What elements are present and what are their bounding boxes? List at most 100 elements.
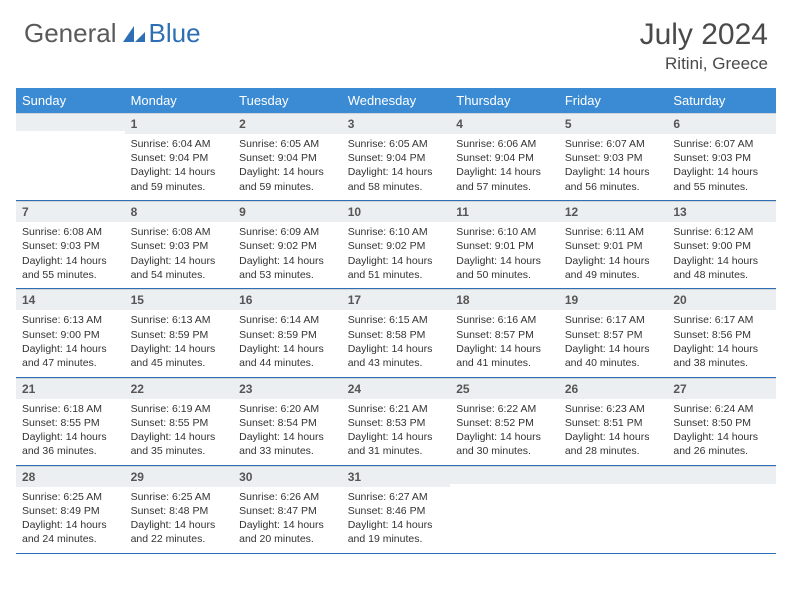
day-cell: 15Sunrise: 6:13 AMSunset: 8:59 PMDayligh… [125, 289, 234, 376]
day-cell: 3Sunrise: 6:05 AMSunset: 9:04 PMDaylight… [342, 113, 451, 200]
day-number: 28 [16, 466, 125, 487]
day-cell: 24Sunrise: 6:21 AMSunset: 8:53 PMDayligh… [342, 377, 451, 464]
day-number: 29 [125, 466, 234, 487]
day-details [667, 484, 776, 544]
day-number [450, 466, 559, 484]
day-cell: 20Sunrise: 6:17 AMSunset: 8:56 PMDayligh… [667, 289, 776, 376]
location: Ritini, Greece [640, 54, 768, 74]
day-header: Wednesday [342, 88, 451, 113]
day-number: 19 [559, 289, 668, 310]
day-number: 5 [559, 113, 668, 134]
week-row: 7Sunrise: 6:08 AMSunset: 9:03 PMDaylight… [16, 201, 776, 288]
logo-text-general: General [24, 18, 117, 49]
calendar-table: Sunday Monday Tuesday Wednesday Thursday… [16, 88, 776, 554]
day-number: 3 [342, 113, 451, 134]
week-separator [16, 552, 776, 553]
day-header: Sunday [16, 88, 125, 113]
day-details: Sunrise: 6:17 AMSunset: 8:57 PMDaylight:… [559, 310, 668, 376]
day-details: Sunrise: 6:25 AMSunset: 8:48 PMDaylight:… [125, 487, 234, 553]
day-cell: 29Sunrise: 6:25 AMSunset: 8:48 PMDayligh… [125, 465, 234, 552]
logo-text-blue: Blue [149, 18, 201, 49]
day-cell: 17Sunrise: 6:15 AMSunset: 8:58 PMDayligh… [342, 289, 451, 376]
day-details: Sunrise: 6:18 AMSunset: 8:55 PMDaylight:… [16, 399, 125, 465]
day-number: 8 [125, 201, 234, 222]
day-details: Sunrise: 6:17 AMSunset: 8:56 PMDaylight:… [667, 310, 776, 376]
day-details: Sunrise: 6:08 AMSunset: 9:03 PMDaylight:… [125, 222, 234, 288]
day-cell: 21Sunrise: 6:18 AMSunset: 8:55 PMDayligh… [16, 377, 125, 464]
day-header: Thursday [450, 88, 559, 113]
day-number: 4 [450, 113, 559, 134]
day-details: Sunrise: 6:12 AMSunset: 9:00 PMDaylight:… [667, 222, 776, 288]
day-details: Sunrise: 6:10 AMSunset: 9:02 PMDaylight:… [342, 222, 451, 288]
day-details: Sunrise: 6:07 AMSunset: 9:03 PMDaylight:… [667, 134, 776, 200]
day-cell: 22Sunrise: 6:19 AMSunset: 8:55 PMDayligh… [125, 377, 234, 464]
day-header: Friday [559, 88, 668, 113]
day-number [559, 466, 668, 484]
day-cell: 11Sunrise: 6:10 AMSunset: 9:01 PMDayligh… [450, 201, 559, 288]
day-number: 21 [16, 378, 125, 399]
day-cell: 18Sunrise: 6:16 AMSunset: 8:57 PMDayligh… [450, 289, 559, 376]
day-number: 9 [233, 201, 342, 222]
day-details: Sunrise: 6:05 AMSunset: 9:04 PMDaylight:… [233, 134, 342, 200]
day-cell: 16Sunrise: 6:14 AMSunset: 8:59 PMDayligh… [233, 289, 342, 376]
day-number: 12 [559, 201, 668, 222]
day-cell: 25Sunrise: 6:22 AMSunset: 8:52 PMDayligh… [450, 377, 559, 464]
day-number: 2 [233, 113, 342, 134]
day-details: Sunrise: 6:16 AMSunset: 8:57 PMDaylight:… [450, 310, 559, 376]
day-number: 27 [667, 378, 776, 399]
day-number: 1 [125, 113, 234, 134]
day-number: 13 [667, 201, 776, 222]
day-number: 25 [450, 378, 559, 399]
day-details: Sunrise: 6:27 AMSunset: 8:46 PMDaylight:… [342, 487, 451, 553]
day-cell: 31Sunrise: 6:27 AMSunset: 8:46 PMDayligh… [342, 465, 451, 552]
day-details: Sunrise: 6:26 AMSunset: 8:47 PMDaylight:… [233, 487, 342, 553]
day-number: 31 [342, 466, 451, 487]
day-details: Sunrise: 6:09 AMSunset: 9:02 PMDaylight:… [233, 222, 342, 288]
day-number [16, 113, 125, 131]
day-details [450, 484, 559, 544]
day-details: Sunrise: 6:22 AMSunset: 8:52 PMDaylight:… [450, 399, 559, 465]
day-number: 6 [667, 113, 776, 134]
day-number: 16 [233, 289, 342, 310]
day-details: Sunrise: 6:08 AMSunset: 9:03 PMDaylight:… [16, 222, 125, 288]
logo: General Blue [24, 18, 201, 49]
day-cell: 27Sunrise: 6:24 AMSunset: 8:50 PMDayligh… [667, 377, 776, 464]
week-row: 28Sunrise: 6:25 AMSunset: 8:49 PMDayligh… [16, 465, 776, 552]
day-cell [16, 113, 125, 200]
day-cell: 23Sunrise: 6:20 AMSunset: 8:54 PMDayligh… [233, 377, 342, 464]
day-details: Sunrise: 6:25 AMSunset: 8:49 PMDaylight:… [16, 487, 125, 553]
day-cell: 28Sunrise: 6:25 AMSunset: 8:49 PMDayligh… [16, 465, 125, 552]
day-details: Sunrise: 6:23 AMSunset: 8:51 PMDaylight:… [559, 399, 668, 465]
day-header: Monday [125, 88, 234, 113]
day-number: 26 [559, 378, 668, 399]
day-cell: 26Sunrise: 6:23 AMSunset: 8:51 PMDayligh… [559, 377, 668, 464]
day-details: Sunrise: 6:19 AMSunset: 8:55 PMDaylight:… [125, 399, 234, 465]
day-cell: 10Sunrise: 6:10 AMSunset: 9:02 PMDayligh… [342, 201, 451, 288]
day-details: Sunrise: 6:11 AMSunset: 9:01 PMDaylight:… [559, 222, 668, 288]
day-details: Sunrise: 6:06 AMSunset: 9:04 PMDaylight:… [450, 134, 559, 200]
day-number: 10 [342, 201, 451, 222]
calendar-body: 1Sunrise: 6:04 AMSunset: 9:04 PMDaylight… [16, 113, 776, 553]
day-details: Sunrise: 6:20 AMSunset: 8:54 PMDaylight:… [233, 399, 342, 465]
day-header: Tuesday [233, 88, 342, 113]
day-number: 7 [16, 201, 125, 222]
day-cell: 14Sunrise: 6:13 AMSunset: 9:00 PMDayligh… [16, 289, 125, 376]
day-number: 23 [233, 378, 342, 399]
day-number: 11 [450, 201, 559, 222]
day-cell: 8Sunrise: 6:08 AMSunset: 9:03 PMDaylight… [125, 201, 234, 288]
day-number [667, 466, 776, 484]
day-cell: 4Sunrise: 6:06 AMSunset: 9:04 PMDaylight… [450, 113, 559, 200]
day-cell: 12Sunrise: 6:11 AMSunset: 9:01 PMDayligh… [559, 201, 668, 288]
day-number: 15 [125, 289, 234, 310]
week-row: 21Sunrise: 6:18 AMSunset: 8:55 PMDayligh… [16, 377, 776, 464]
day-number: 22 [125, 378, 234, 399]
day-cell [559, 465, 668, 552]
day-number: 14 [16, 289, 125, 310]
day-details [559, 484, 668, 544]
day-cell [667, 465, 776, 552]
day-details: Sunrise: 6:04 AMSunset: 9:04 PMDaylight:… [125, 134, 234, 200]
day-details: Sunrise: 6:14 AMSunset: 8:59 PMDaylight:… [233, 310, 342, 376]
day-details: Sunrise: 6:10 AMSunset: 9:01 PMDaylight:… [450, 222, 559, 288]
day-cell: 6Sunrise: 6:07 AMSunset: 9:03 PMDaylight… [667, 113, 776, 200]
day-details: Sunrise: 6:13 AMSunset: 8:59 PMDaylight:… [125, 310, 234, 376]
